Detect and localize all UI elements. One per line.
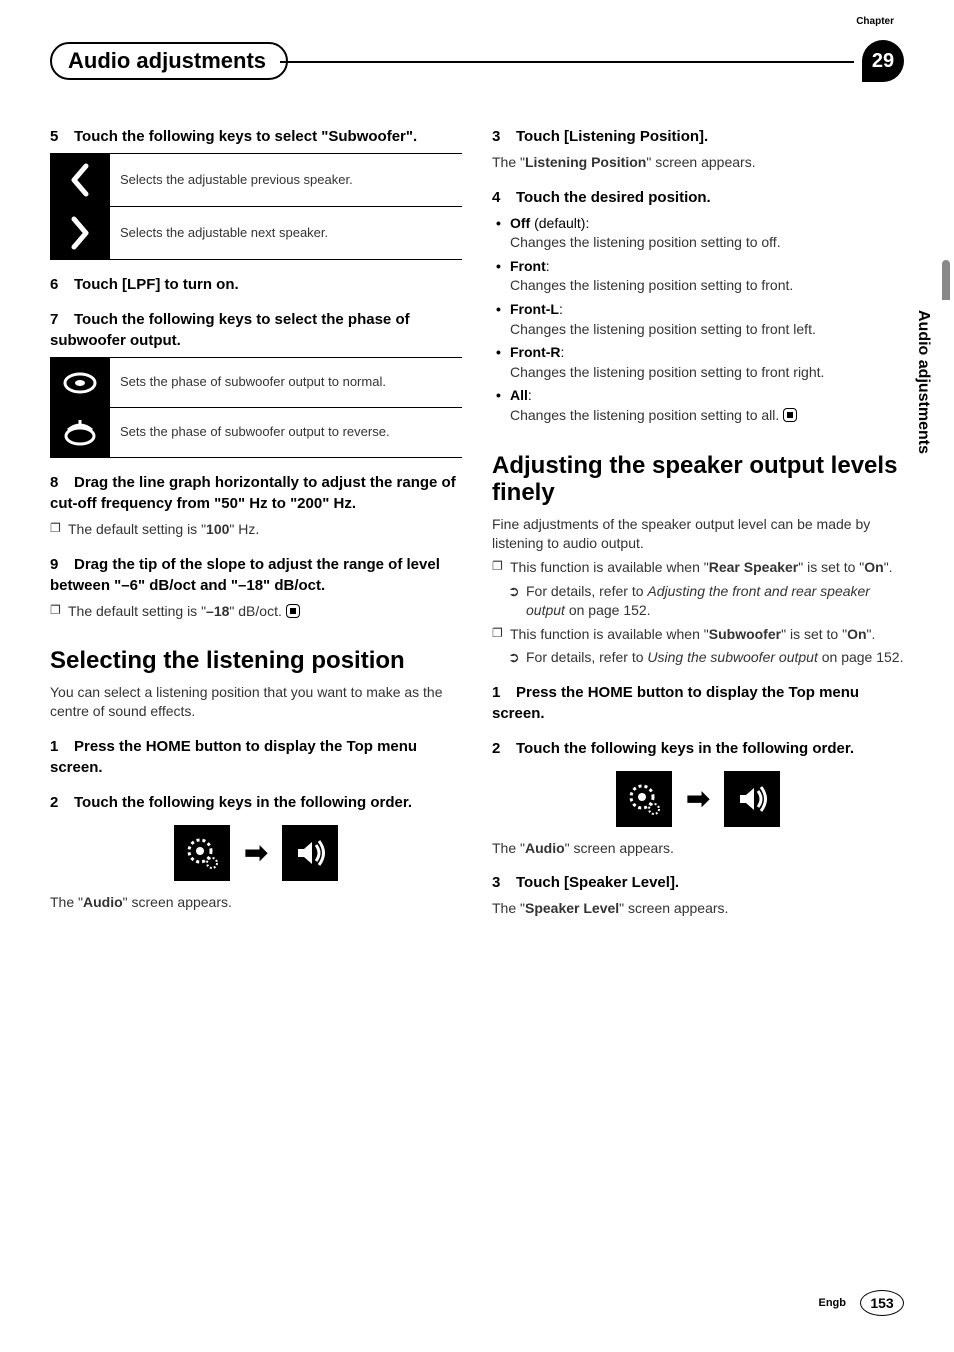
chapter-label: Chapter [856,16,894,27]
table-row: Selects the adjustable previous speaker. [50,154,462,207]
step-1a-title: 1Press the HOME button to display the To… [50,736,462,778]
table-row: Selects the adjustable next speaker. [50,207,462,260]
step-2a-title: 2Touch the following keys in the followi… [50,792,462,813]
step-8-note: The default setting is "100" Hz. [50,520,462,540]
side-tab: Audio adjustments [914,300,950,580]
step-3b-title: 3Touch [Speaker Level]. [492,872,904,893]
step-4r-text: Touch the desired position. [516,189,711,206]
list-item: All:Changes the listening position setti… [510,386,904,425]
prev-next-table: Selects the adjustable previous speaker.… [50,153,462,260]
audio-screen-a: The "Audio" screen appears. [50,893,462,913]
step-2a-text: Touch the following keys in the followin… [74,794,412,811]
phase-table: Sets the phase of subwoofer output to no… [50,357,462,458]
list-item: Front:Changes the listening position set… [510,257,904,296]
ref-rear-speaker: For details, refer to Adjusting the fron… [492,582,904,621]
step-9-note: The default setting is "–18" dB/oct. [50,602,462,622]
step-1a-text: Press the HOME button to display the Top… [50,738,417,776]
note-subwoofer: This function is available when "Subwoof… [492,625,904,645]
heading-listening-position: Selecting the listening position [50,647,462,675]
page-title: Audio adjustments [50,42,288,80]
phase-reverse-icon [50,408,110,458]
right-column: 3Touch [Listening Position]. The "Listen… [492,112,904,919]
audio-icon [282,825,338,881]
left-column: 5Touch the following keys to select "Sub… [50,112,462,919]
note-rear-speaker: This function is available when "Rear Sp… [492,558,904,578]
settings-icon [616,771,672,827]
prev-icon [50,154,110,207]
step-1b-title: 1Press the HOME button to display the To… [492,682,904,724]
step-4r-title: 4Touch the desired position. [492,187,904,208]
next-icon [50,207,110,260]
intro-listening: You can select a listening position that… [50,683,462,722]
header-rule [280,61,854,63]
step-9-title: 9Drag the tip of the slope to adjust the… [50,554,462,596]
end-icon [286,604,300,618]
key-sequence-a: ➡ [50,825,462,881]
step-5-text: Touch the following keys to select "Subw… [74,128,417,145]
list-item: Off (default):Changes the listening posi… [510,214,904,253]
arrow-icon: ➡ [244,833,267,872]
audio-icon [724,771,780,827]
step-7-text: Touch the following keys to select the p… [50,311,410,349]
content-columns: 5Touch the following keys to select "Sub… [50,112,904,919]
step-3r-title: 3Touch [Listening Position]. [492,126,904,147]
step-3r-sub: The "Listening Position" screen appears. [492,153,904,173]
footer-lang: Engb [819,1297,847,1309]
step-9-text: Drag the tip of the slope to adjust the … [50,556,440,594]
step-8-text: Drag the line graph horizontally to adju… [50,474,456,512]
page-number: 153 [860,1290,904,1316]
audio-screen-b: The "Audio" screen appears. [492,839,904,859]
phase-normal-desc: Sets the phase of subwoofer output to no… [110,358,462,408]
phase-reverse-desc: Sets the phase of subwoofer output to re… [110,408,462,458]
end-icon [783,408,797,422]
table-row: Sets the phase of subwoofer output to no… [50,358,462,408]
step-2b-text: Touch the following keys in the followin… [516,740,854,757]
step-2b-title: 2Touch the following keys in the followi… [492,738,904,759]
prev-desc: Selects the adjustable previous speaker. [110,154,462,207]
step-6-title: 6Touch [LPF] to turn on. [50,274,462,295]
side-tab-text: Audio adjustments [914,300,938,454]
step-3b-sub: The "Speaker Level" screen appears. [492,899,904,919]
position-options: Off (default):Changes the listening posi… [492,214,904,426]
arrow-icon: ➡ [686,779,709,818]
step-8-title: 8Drag the line graph horizontally to adj… [50,472,462,514]
page-header: Chapter Audio adjustments 29 [50,40,904,82]
step-3r-text: Touch [Listening Position]. [516,128,708,145]
ref-subwoofer: For details, refer to Using the subwoofe… [492,648,904,668]
page-footer: Engb 153 [819,1290,905,1316]
intro-speaker: Fine adjustments of the speaker output l… [492,515,904,554]
list-item: Front-L:Changes the listening position s… [510,300,904,339]
chapter-badge: 29 [862,40,904,82]
side-accent [942,260,950,300]
phase-normal-icon [50,358,110,408]
step-1b-text: Press the HOME button to display the Top… [492,684,859,722]
key-sequence-b: ➡ [492,771,904,827]
list-item: Front-R:Changes the listening position s… [510,343,904,382]
next-desc: Selects the adjustable next speaker. [110,207,462,260]
step-5-title: 5Touch the following keys to select "Sub… [50,126,462,147]
step-6-text: Touch [LPF] to turn on. [74,276,239,293]
step-3b-text: Touch [Speaker Level]. [516,874,679,891]
table-row: Sets the phase of subwoofer output to re… [50,408,462,458]
settings-icon [174,825,230,881]
step-7-title: 7Touch the following keys to select the … [50,309,462,351]
heading-speaker-levels: Adjusting the speaker output levels fine… [492,452,904,507]
